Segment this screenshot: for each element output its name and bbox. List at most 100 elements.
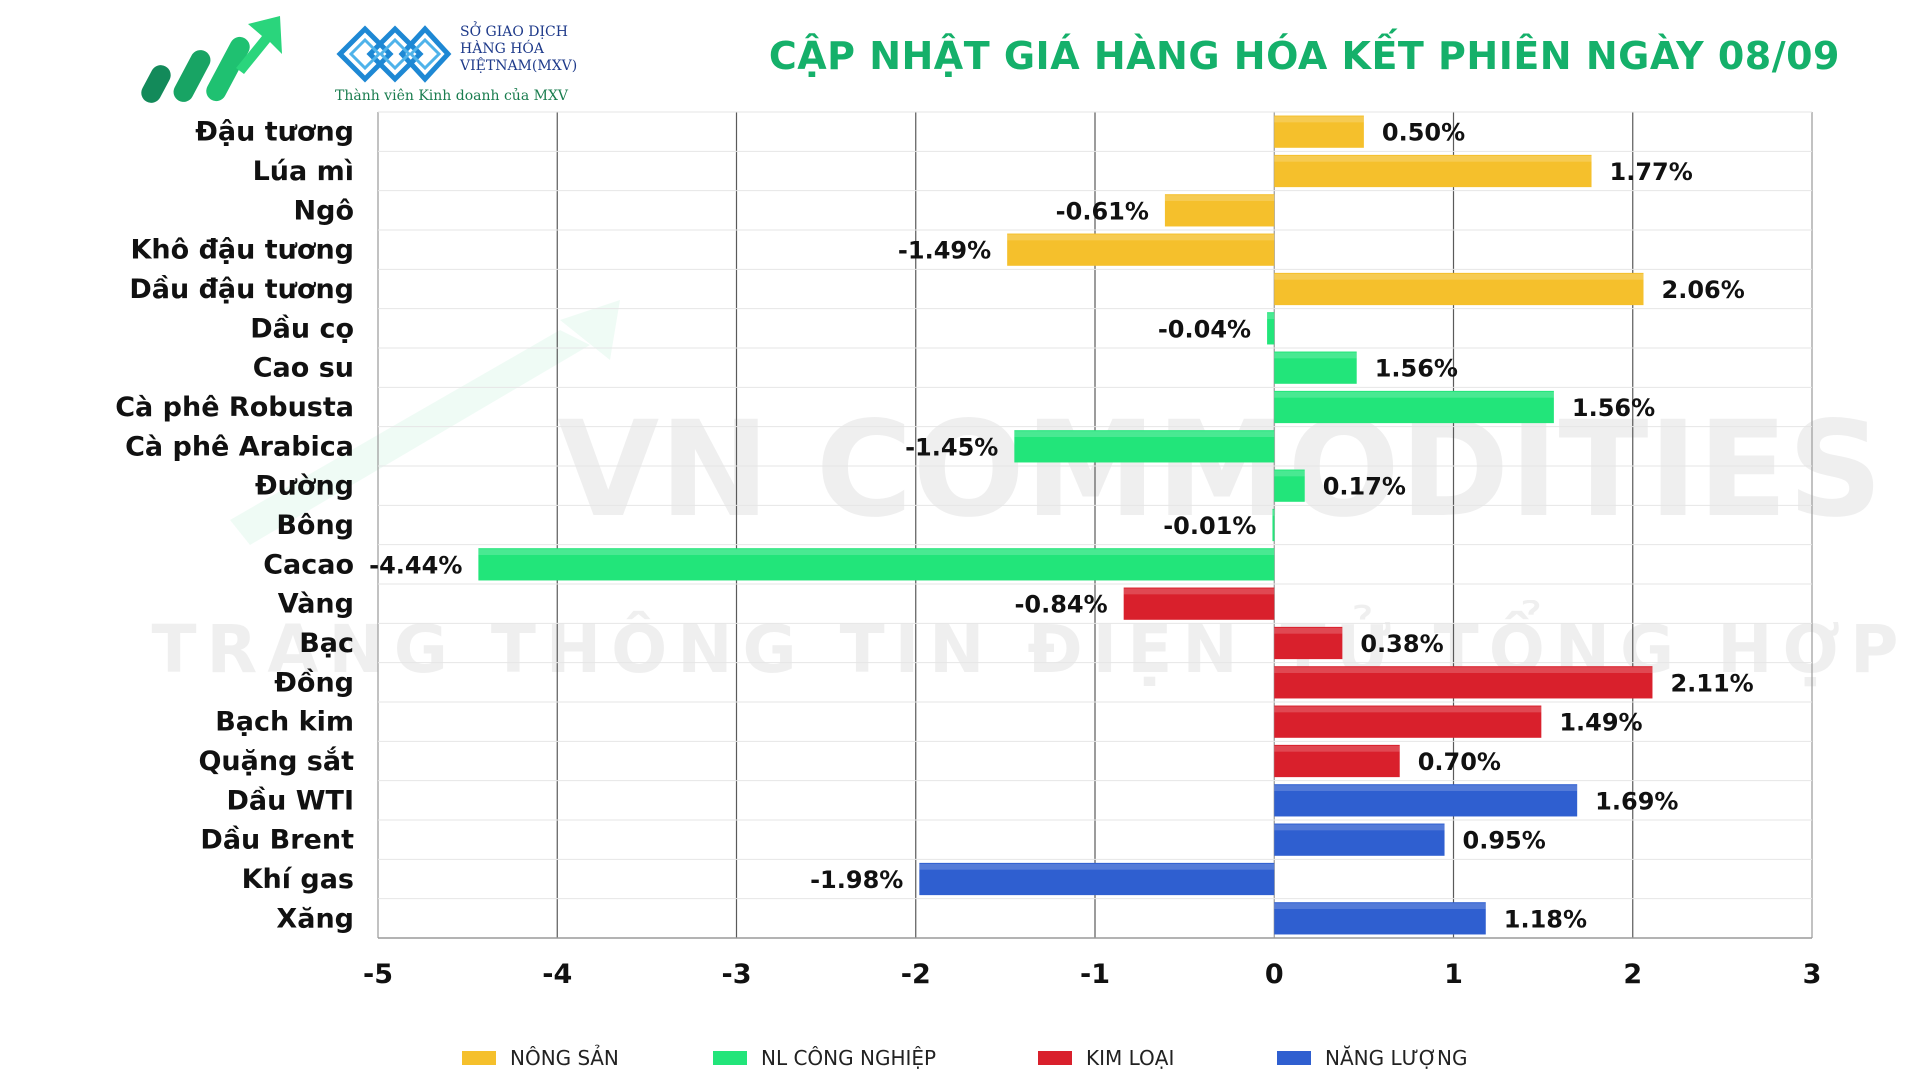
bar-highlight: [1164, 195, 1275, 202]
category-label: Vàng: [278, 589, 354, 620]
legend-item-nong-san: NÔNG SẢN: [462, 1043, 619, 1073]
value-label: 0.70%: [1418, 748, 1501, 776]
bar: [1274, 784, 1578, 817]
bar-highlight: [1274, 273, 1644, 280]
bar: [1274, 902, 1486, 935]
value-label: 0.38%: [1360, 630, 1443, 658]
category-label: Quặng sắt: [198, 746, 354, 777]
value-label: -1.98%: [810, 866, 903, 894]
category-label: Khô đậu tương: [131, 235, 355, 266]
category-label: Cà phê Robusta: [115, 392, 354, 423]
x-tick-label: 3: [1803, 959, 1822, 990]
bar-highlight: [1274, 706, 1542, 713]
brand-line-1: SỞ GIAO DỊCH: [460, 24, 568, 40]
category-label: Dầu WTI: [227, 785, 355, 816]
bar-highlight: [1274, 116, 1364, 123]
chart-grid: [377, 111, 1813, 939]
bar-highlight: [1274, 627, 1343, 634]
category-label: Xăng: [276, 903, 354, 934]
category-label: Bông: [276, 510, 354, 541]
mxv-arrow-logo: [141, 16, 282, 103]
x-tick-label: -4: [542, 959, 572, 990]
x-tick-label: -3: [722, 959, 752, 990]
bar-highlight: [1274, 824, 1445, 831]
category-label: Khí gas: [242, 864, 354, 895]
category-label: Dầu đậu tương: [129, 274, 354, 305]
x-axis-ticks: -5 -4 -3 -2 -1 0 1 2 3: [363, 959, 1821, 990]
category-label: Dầu cọ: [250, 313, 354, 344]
page-title: CẬP NHẬT GIÁ HÀNG HÓA KẾT PHIÊN NGÀY 08/…: [768, 34, 1840, 78]
bar: [1274, 272, 1644, 306]
bar: [1274, 351, 1357, 384]
category-label: Bạc: [299, 628, 354, 659]
bar-highlight: [1274, 785, 1578, 792]
legend-swatch-nong-san: [462, 1051, 496, 1065]
category-label: Dầu Brent: [200, 825, 354, 856]
value-label: 1.49%: [1559, 709, 1642, 737]
bar-highlight: [1272, 509, 1275, 516]
category-label: Đậu tương: [195, 117, 354, 148]
value-label: -1.45%: [905, 433, 998, 461]
value-label: -0.61%: [1056, 197, 1149, 225]
bar-highlight: [1274, 667, 1653, 674]
bar: [1274, 469, 1305, 502]
bar: [1274, 115, 1364, 148]
bar: [1123, 587, 1275, 620]
value-label: 0.95%: [1463, 827, 1546, 855]
bar-highlight: [1274, 391, 1554, 398]
bar-highlight: [1274, 903, 1486, 910]
bar-highlight: [919, 863, 1275, 870]
legend-item-nl-cong-nghiep: NL CÔNG NGHIỆP: [713, 1043, 936, 1073]
bar-highlight: [1274, 745, 1400, 752]
bar: [1274, 154, 1592, 188]
mxv-diamond-icon: [336, 25, 452, 83]
category-label: Lúa mì: [253, 156, 354, 187]
value-label: 1.69%: [1595, 787, 1678, 815]
bar: [1164, 194, 1275, 227]
legend-swatch-nl-cong-nghiep: [713, 1051, 747, 1065]
bar-highlight: [1274, 155, 1592, 162]
brand-line-3: VIỆTNAM(MXV): [460, 58, 578, 74]
brand-tagline: Thành viên Kinh doanh của MXV: [335, 88, 569, 104]
x-tick-label: 2: [1623, 959, 1642, 990]
value-labels: 0.50% 1.77% -0.61% -1.49% 2.06% -0.04% 1.56% 1.…: [369, 119, 1754, 934]
bar: [1272, 508, 1275, 542]
bar-highlight: [1267, 313, 1275, 320]
legend-label-nang-luong: NĂNG LƯỢNG: [1325, 1046, 1468, 1070]
value-label: 2.06%: [1662, 276, 1745, 304]
bar-highlight: [1123, 588, 1275, 595]
bar: [1274, 823, 1445, 856]
value-label: 1.56%: [1572, 394, 1655, 422]
legend-label-kim-loai: KIM LOẠI: [1086, 1046, 1175, 1070]
bar: [1007, 233, 1275, 266]
legend-label-nl-cong-nghiep: NL CÔNG NGHIỆP: [761, 1046, 937, 1070]
category-label: Cao su: [253, 353, 354, 384]
bar: [1274, 744, 1400, 778]
value-label: -0.01%: [1163, 512, 1256, 540]
bar: [1274, 705, 1542, 738]
bar-highlight: [478, 549, 1275, 556]
value-label: 1.18%: [1504, 905, 1587, 933]
x-tick-label: -5: [363, 959, 393, 990]
legend-item-kim-loai: KIM LOẠI: [1038, 1043, 1174, 1073]
watermark-line-1: VN COMMODITIES: [557, 393, 1883, 547]
category-label: Cà phê Arabica: [125, 431, 354, 462]
bar-highlight: [1274, 352, 1357, 359]
legend-label-nong-san: NÔNG SẢN: [510, 1046, 619, 1070]
x-tick-label: -2: [901, 959, 931, 990]
bar: [1274, 626, 1343, 660]
value-label: -0.04%: [1158, 315, 1251, 343]
bar-highlight: [1007, 234, 1275, 241]
brand-line-2: HÀNG HÓA: [460, 41, 544, 57]
value-label: 1.77%: [1610, 158, 1693, 186]
x-tick-label: 1: [1444, 959, 1463, 990]
value-label: 0.50%: [1382, 119, 1465, 147]
category-label: Đồng: [274, 667, 354, 698]
chart-legend: NÔNG SẢN NL CÔNG NGHIỆP KIM LOẠI NĂNG LƯ…: [0, 1043, 1920, 1073]
legend-swatch-kim-loai: [1038, 1051, 1072, 1065]
bar-highlight: [1014, 431, 1275, 438]
value-label: 0.17%: [1323, 473, 1406, 501]
bar: [919, 862, 1275, 896]
watermark: VN COMMODITIES TRANG THÔNG TIN ĐIỆN TỬ T…: [152, 300, 1898, 688]
